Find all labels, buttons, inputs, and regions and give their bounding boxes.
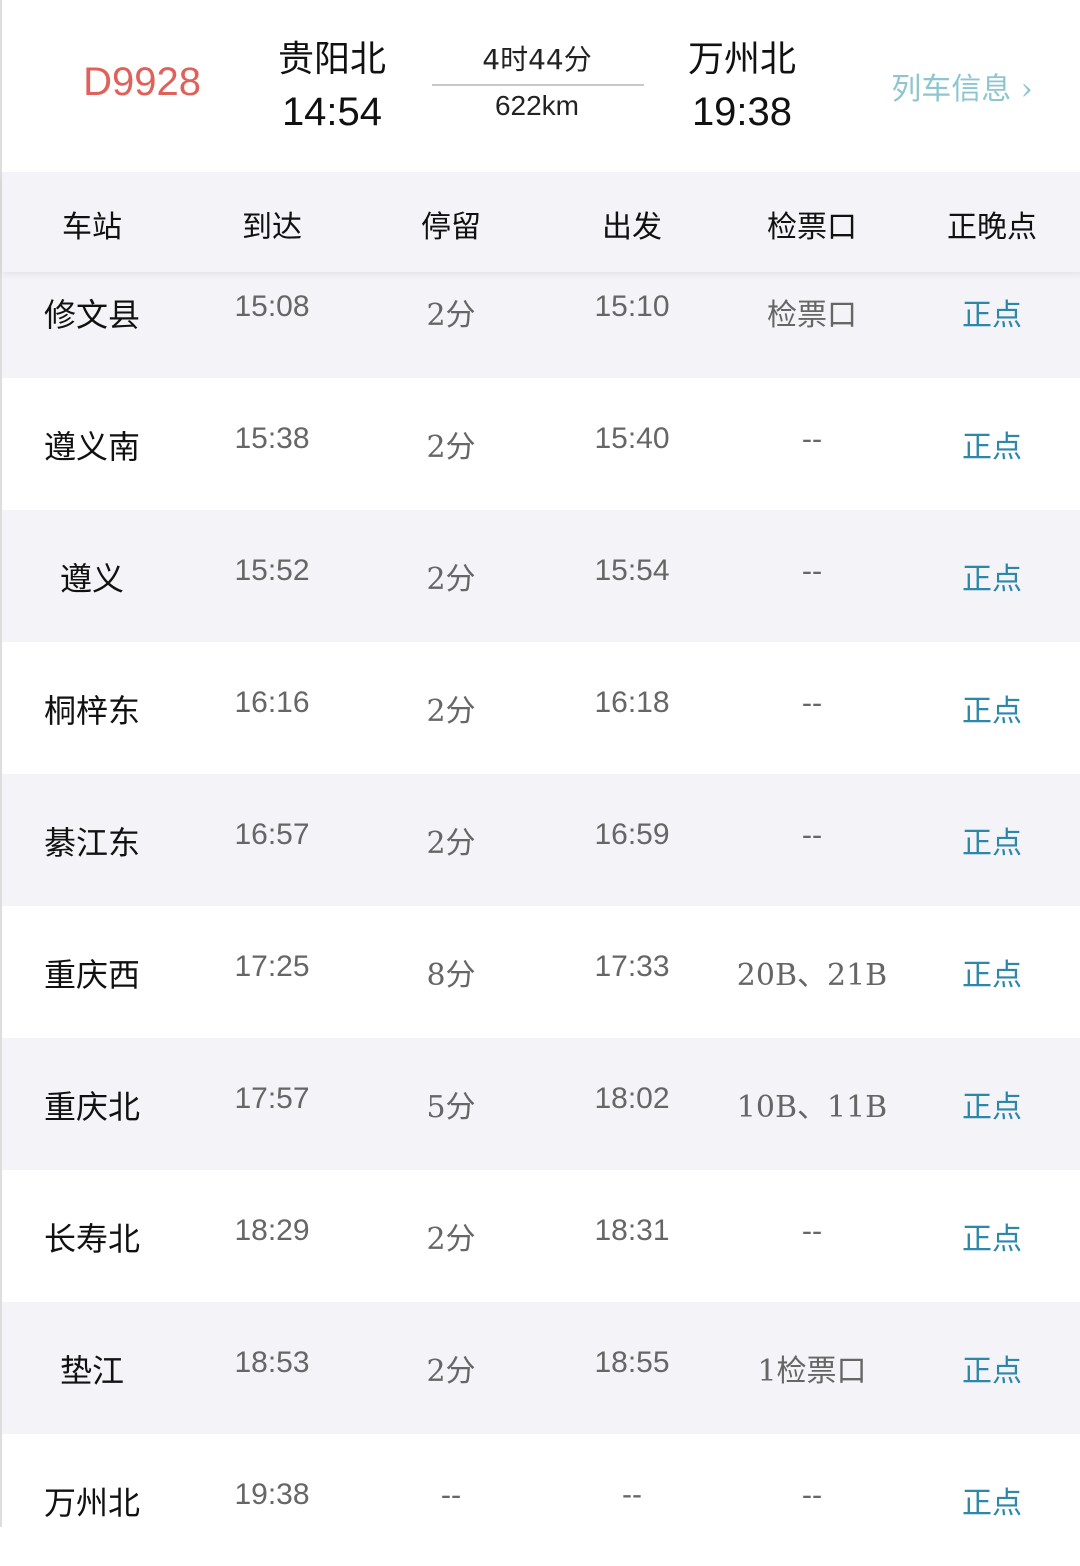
cell-status: 正点 <box>962 826 1022 861</box>
cell-gate: -- <box>801 1478 823 1513</box>
cell-arrive: 18:53 <box>234 1346 310 1379</box>
cell-stop: 2分 <box>426 1222 476 1257</box>
col-depart: 出发 <box>602 210 662 245</box>
table-header: 车站 到达 停留 出发 检票口 正晚点 <box>2 172 1080 272</box>
cell-status: 正点 <box>962 1486 1022 1521</box>
cell-arrive: 16:57 <box>234 818 310 851</box>
cell-station: 长寿北 <box>43 1220 140 1258</box>
cell-gate: -- <box>801 422 823 457</box>
cell-arrive: 18:29 <box>234 1214 310 1247</box>
cell-gate: 20B、21B <box>736 958 888 993</box>
cell-stop: -- <box>440 1478 462 1513</box>
cell-status: 正点 <box>962 298 1022 333</box>
cell-arrive: 19:38 <box>234 1478 310 1511</box>
cell-stop: 2分 <box>426 298 476 333</box>
cell-depart: -- <box>622 1478 642 1511</box>
cell-depart: 15:40 <box>594 422 670 455</box>
cell-station: 綦江东 <box>43 824 140 862</box>
cell-gate: 10B、11B <box>736 1090 888 1125</box>
cell-gate: 1检票口 <box>757 1354 867 1389</box>
cell-depart: 17:33 <box>594 950 670 983</box>
cell-stop: 5分 <box>426 1090 476 1125</box>
cell-depart: 15:10 <box>594 290 670 323</box>
col-arrive: 到达 <box>242 210 302 245</box>
cell-gate: -- <box>801 554 823 589</box>
duration: 4时44分 <box>482 43 592 76</box>
cell-status: 正点 <box>962 1222 1022 1257</box>
cell-arrive: 16:16 <box>234 686 310 719</box>
cell-status: 正点 <box>962 958 1022 993</box>
table-row[interactable]: 长寿北 18:29 2分 18:31 -- 正点 <box>2 1170 1080 1302</box>
cell-stop: 2分 <box>426 826 476 861</box>
cell-arrive: 17:25 <box>234 950 310 983</box>
cell-stop: 2分 <box>426 694 476 729</box>
table-row[interactable]: 重庆西 17:25 8分 17:33 20B、21B 正点 <box>2 906 1080 1038</box>
cell-status: 正点 <box>962 1090 1022 1125</box>
cell-gate: -- <box>801 1214 823 1249</box>
cell-arrive: 15:38 <box>234 422 310 455</box>
cell-status: 正点 <box>962 694 1022 729</box>
cell-stop: 2分 <box>426 1354 476 1389</box>
from-time: 14:54 <box>281 90 383 134</box>
cell-station: 重庆北 <box>43 1088 140 1126</box>
distance: 622km <box>494 90 580 121</box>
cell-arrive: 15:52 <box>234 554 310 587</box>
table-row[interactable]: 桐梓东 16:16 2分 16:18 -- 正点 <box>2 642 1080 774</box>
cell-station: 万州北 <box>43 1484 140 1522</box>
table-row[interactable]: 遵义南 15:38 2分 15:40 -- 正点 <box>2 378 1080 510</box>
cell-depart: 18:31 <box>594 1214 670 1247</box>
col-gate: 检票口 <box>767 210 857 245</box>
cell-arrive: 15:08 <box>234 290 310 323</box>
route-arrow <box>432 84 644 86</box>
cell-status: 正点 <box>962 562 1022 597</box>
cell-stop: 8分 <box>426 958 476 993</box>
cell-status: 正点 <box>962 1354 1022 1389</box>
from-station: 贵阳北 <box>277 39 386 80</box>
cell-stop: 2分 <box>426 430 476 465</box>
train-summary: D9928 贵阳北 14:54 4时44分 622km 万州北 19:38 列车… <box>2 0 1080 172</box>
cell-depart: 15:54 <box>594 554 670 587</box>
cell-gate: 检票口 <box>767 298 857 333</box>
cell-station: 遵义 <box>59 560 124 598</box>
cell-stop: 2分 <box>426 562 476 597</box>
table-row[interactable]: 万州北 19:38 -- -- -- 正点 <box>2 1434 1080 1566</box>
cell-station: 垫江 <box>59 1352 124 1390</box>
stop-list[interactable]: 修文县 15:08 2分 15:10 检票口 正点 遵义南 15:38 2分 15:40 -- 正点遵… <box>2 246 1080 1566</box>
cell-depart: 16:59 <box>594 818 670 851</box>
table-row[interactable]: 垫江 18:53 2分 18:55 1检票口 正点 <box>2 1302 1080 1434</box>
cell-arrive: 17:57 <box>234 1082 310 1115</box>
col-stop: 停留 <box>421 210 481 245</box>
col-status: 正晚点 <box>947 210 1037 245</box>
cell-depart: 18:02 <box>594 1082 670 1115</box>
cell-depart: 16:18 <box>594 686 670 719</box>
cell-gate: -- <box>801 686 823 721</box>
cell-depart: 18:55 <box>594 1346 670 1379</box>
col-station: 车站 <box>62 210 122 245</box>
table-row[interactable]: 遵义 15:52 2分 15:54 -- 正点 <box>2 510 1080 642</box>
cell-gate: -- <box>801 818 823 853</box>
cell-station: 桐梓东 <box>43 692 140 730</box>
train-info-link[interactable]: 列车信息 › <box>891 72 1033 107</box>
to-time: 19:38 <box>691 90 793 134</box>
table-row[interactable]: 綦江东 16:57 2分 16:59 -- 正点 <box>2 774 1080 906</box>
cell-station: 修文县 <box>43 296 140 334</box>
table-row[interactable]: 重庆北 17:57 5分 18:02 10B、11B 正点 <box>2 1038 1080 1170</box>
train-number: D9928 <box>83 60 201 104</box>
cell-station: 重庆西 <box>43 956 140 994</box>
cell-status: 正点 <box>962 430 1022 465</box>
cell-station: 遵义南 <box>43 428 140 466</box>
to-station: 万州北 <box>687 39 796 80</box>
